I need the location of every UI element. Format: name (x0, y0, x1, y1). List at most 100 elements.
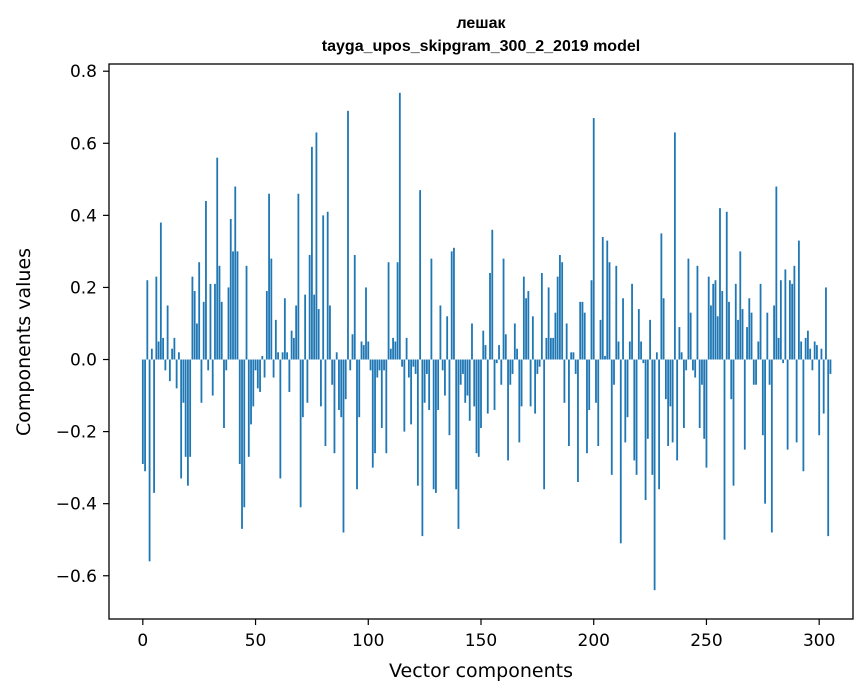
bar (453, 247, 455, 360)
bar (421, 359, 424, 537)
bar (459, 359, 462, 385)
bar (150, 348, 153, 360)
bar (748, 298, 751, 360)
bar (374, 359, 376, 454)
bar (825, 287, 827, 360)
bar (649, 319, 651, 360)
bar (306, 359, 309, 403)
bar (329, 305, 331, 360)
bar (198, 262, 201, 360)
bar (563, 359, 566, 403)
bar (146, 280, 149, 360)
bar (561, 262, 564, 360)
bar (367, 341, 370, 360)
bar (448, 359, 451, 436)
bar (349, 359, 352, 371)
bar (750, 312, 753, 360)
bar (534, 359, 537, 414)
bar (701, 359, 703, 385)
bar (153, 359, 155, 493)
y-tick-label: 0.2 (70, 278, 97, 298)
bar (716, 316, 719, 360)
bar (245, 265, 248, 360)
bar (365, 287, 367, 360)
bar (175, 359, 178, 389)
bar (419, 190, 422, 360)
bar (710, 305, 712, 360)
bar (545, 337, 548, 360)
bar (304, 294, 307, 360)
bar (254, 359, 257, 371)
bar (680, 352, 683, 360)
bar (243, 359, 246, 508)
bar (311, 146, 313, 360)
bar (277, 352, 279, 360)
y-axis-ticks: −0.6 −0.4 −0.2 0.0 0.2 0.4 0.6 0.8 (56, 62, 109, 587)
bar (196, 323, 198, 360)
bar (631, 283, 633, 360)
bar (437, 359, 440, 410)
bar (527, 291, 530, 360)
bar (581, 301, 584, 360)
bar (247, 359, 250, 457)
bar (511, 359, 514, 374)
bar (396, 262, 399, 360)
bar (820, 348, 823, 360)
bar (250, 359, 252, 425)
bar (340, 359, 343, 418)
bar (484, 345, 487, 360)
y-tick-label: 0.4 (70, 206, 97, 226)
bar (218, 265, 221, 360)
bar (462, 359, 464, 374)
bar (786, 359, 789, 450)
bar (692, 359, 694, 371)
chart-subtitle: tayga_upos_skipgram_300_2_2019 model (322, 38, 640, 55)
bar (162, 337, 165, 360)
bar (788, 280, 791, 360)
bar (685, 359, 688, 371)
bar (536, 359, 539, 374)
bar (766, 312, 769, 360)
bar (730, 359, 733, 400)
bar (214, 283, 216, 360)
bar (187, 359, 189, 486)
bar (441, 359, 444, 371)
bar (261, 355, 264, 360)
bar (549, 337, 552, 360)
bar (279, 359, 282, 479)
bar (640, 341, 642, 360)
bar (795, 359, 798, 443)
bar (180, 359, 183, 479)
bar (520, 359, 523, 407)
bar (168, 359, 171, 382)
bar (241, 359, 243, 529)
bar (238, 359, 241, 465)
bar (827, 359, 830, 537)
bar (728, 301, 730, 360)
bar (807, 330, 809, 360)
bar (746, 327, 748, 360)
bar (430, 258, 433, 360)
bar (281, 352, 284, 360)
bar (232, 251, 234, 360)
bar (450, 251, 453, 360)
bar (752, 359, 755, 385)
bar (324, 359, 327, 447)
bar (586, 359, 588, 454)
bar (378, 359, 381, 371)
bar (559, 255, 561, 360)
bar (220, 301, 223, 360)
bar (371, 359, 374, 468)
bar (755, 359, 757, 385)
bar (813, 341, 816, 360)
x-tick-label: 0 (137, 631, 148, 651)
bar (265, 291, 268, 360)
bar (225, 359, 228, 371)
bar (622, 298, 624, 360)
bar (256, 359, 259, 389)
bar (211, 359, 214, 396)
bar (764, 359, 766, 504)
bar (601, 236, 604, 360)
bar (477, 359, 480, 457)
bar (811, 359, 814, 371)
